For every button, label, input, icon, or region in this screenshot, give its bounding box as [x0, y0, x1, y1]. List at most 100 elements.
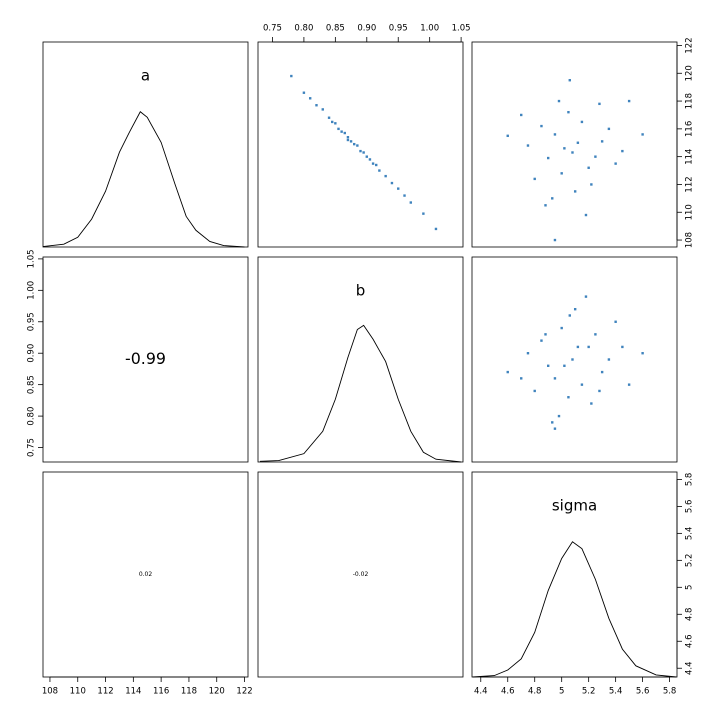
variable-name: b [356, 282, 366, 300]
x-tick-label: 0.85 [326, 24, 345, 34]
panel-frame [257, 471, 464, 678]
x-tick-label: 5 [559, 687, 564, 697]
y-tick-label: 118 [685, 93, 695, 109]
x-tick-label: 118 [181, 687, 197, 697]
scatter-point [340, 130, 343, 133]
scatter-point [321, 108, 324, 111]
scatter-point [621, 149, 624, 153]
scatter-point [343, 131, 346, 135]
scatter-point [533, 389, 536, 393]
scatter-point [584, 213, 588, 217]
x-tick-label: 4.8 [528, 687, 542, 697]
y-tick-label: 5.4 [685, 527, 695, 541]
y-tick-label: 114 [685, 149, 695, 165]
x-tick-label: 0.75 [263, 24, 282, 34]
y-tick-label: 4.4 [685, 661, 695, 675]
scatter-point [614, 162, 617, 165]
x-tick-label: 5.6 [636, 687, 650, 697]
y-tick-label: 4.6 [685, 634, 695, 648]
scatter-point [560, 326, 563, 330]
scatter-point [378, 169, 381, 172]
y-tick-label: 1.00 [27, 281, 37, 300]
x-tick-label: 120 [209, 687, 225, 697]
y-tick-label: 4.8 [685, 608, 695, 622]
scatter-point [590, 183, 593, 186]
scatter-point [587, 166, 590, 169]
scatter-point [584, 295, 588, 298]
scatter-point [346, 138, 350, 142]
scatter-point [551, 197, 554, 200]
scatter-point [598, 389, 601, 393]
x-tick-label: 122 [236, 687, 252, 697]
y-tick-label: 0.95 [27, 312, 37, 331]
scatter-point [520, 113, 523, 117]
scatter-point [571, 358, 574, 361]
variable-name: sigma [552, 497, 597, 515]
y-tick-label: 110 [685, 204, 695, 220]
y-tick-label: 122 [685, 37, 695, 53]
scatter-point [375, 163, 378, 167]
scatter-point [580, 120, 584, 124]
scatter-point [533, 177, 536, 181]
scatter-point [315, 104, 318, 107]
correlation-label: -0.02 [353, 571, 369, 578]
x-tick-label: 1.00 [420, 24, 439, 34]
y-tick-label: 120 [685, 65, 695, 81]
x-tick-label: 4.6 [501, 687, 515, 697]
density-line [42, 111, 245, 248]
correlation-label: 0.02 [139, 571, 153, 578]
x-tick-label: 114 [125, 687, 141, 697]
scatter-point [403, 194, 406, 197]
x-tick-label: 116 [153, 687, 169, 697]
scatter-point [334, 122, 337, 125]
scatter-point [520, 377, 523, 380]
scatter-point [544, 204, 547, 207]
x-tick-label: 0.90 [357, 24, 376, 34]
scatter-point [506, 134, 509, 138]
scatter-point [353, 142, 356, 146]
y-tick-label: 5.8 [685, 473, 695, 487]
scatter-point [580, 383, 584, 386]
panel-frame [42, 41, 249, 248]
scatter-point [359, 149, 362, 153]
scatter-point [349, 140, 353, 143]
scatter-point [384, 174, 387, 178]
scatter-point [576, 141, 580, 144]
scatter-point [365, 155, 368, 158]
scatter-point [551, 421, 554, 424]
scatter-point [594, 155, 597, 158]
scatter-point [356, 144, 359, 147]
scatter-point [627, 383, 631, 386]
x-tick-label: 112 [97, 687, 113, 697]
scatter-point [506, 370, 509, 374]
scatter-point [576, 345, 580, 349]
scatter-point [526, 352, 530, 355]
scatter-point [557, 99, 561, 103]
scatter-point [641, 133, 644, 136]
scatter-point [397, 187, 400, 190]
scatter-point [368, 158, 372, 161]
x-tick-label: 0.80 [294, 24, 313, 34]
y-tick-label: 0.85 [27, 375, 37, 394]
density-line [259, 324, 462, 463]
scatter-point [390, 181, 394, 185]
scatter-point [571, 151, 574, 154]
y-tick-label: 0.75 [27, 438, 37, 457]
panel-frame [471, 256, 678, 463]
scatter-point [563, 364, 566, 367]
y-tick-label: 0.80 [27, 407, 37, 426]
scatter-point [607, 127, 611, 131]
x-tick-label: 5.8 [663, 687, 677, 697]
scatter-point [547, 364, 550, 367]
scatter-point [308, 97, 312, 100]
scatter-point [598, 102, 601, 106]
y-tick-label: 5 [685, 585, 695, 590]
scatter-point [567, 396, 570, 399]
x-tick-label: 0.95 [389, 24, 408, 34]
y-tick-label: 0.90 [27, 344, 37, 363]
scatter-point [331, 120, 334, 124]
scatter-point [362, 151, 365, 154]
x-tick-label: 110 [70, 687, 86, 697]
scatter-point [573, 307, 577, 311]
